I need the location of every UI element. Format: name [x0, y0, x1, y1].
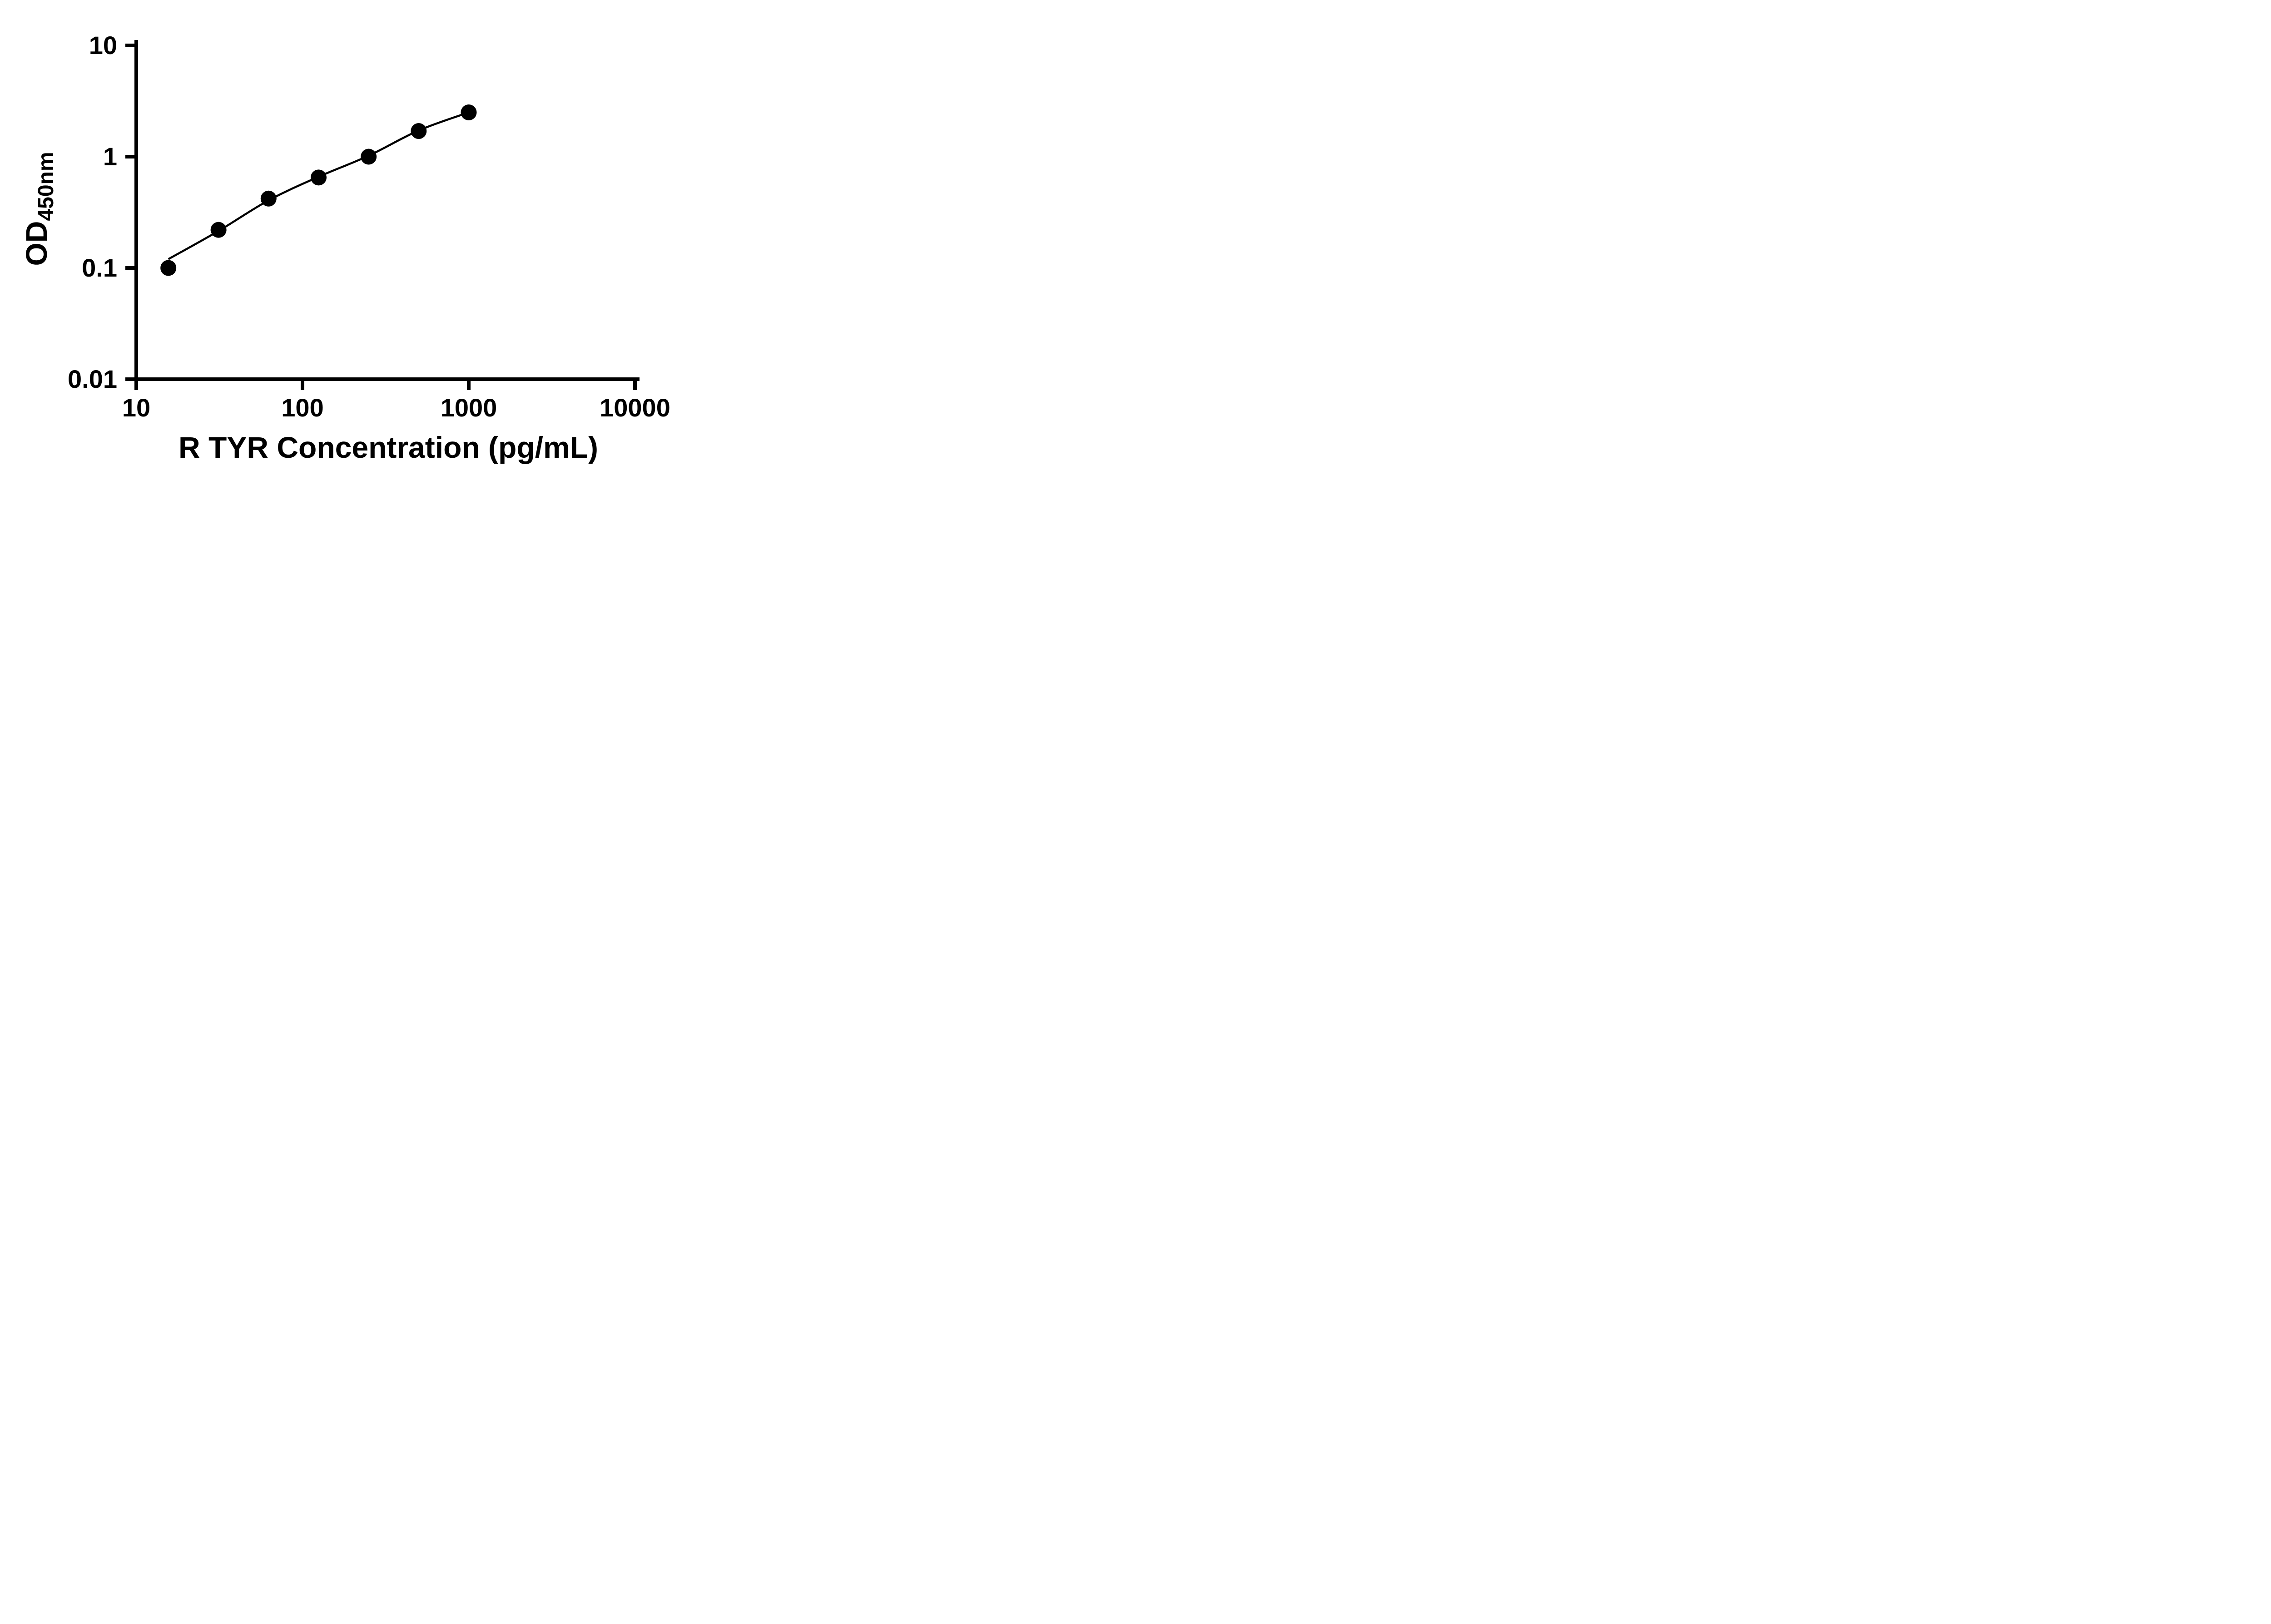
y-tick-label: 0.01 [68, 365, 117, 393]
data-point [361, 149, 377, 165]
x-axis-title: R TYR Concentration (pg/mL) [179, 431, 598, 464]
data-point [461, 104, 477, 121]
x-tick-label: 10 [122, 393, 150, 422]
chart-svg: 10 100 1000 10000 0.01 0.1 1 10 R TYR Concentra… [20, 31, 670, 464]
y-axis-title-sub: 450nm [34, 152, 58, 221]
data-point [210, 222, 227, 238]
data-point [411, 123, 427, 139]
x-tick-label: 100 [281, 393, 323, 422]
data-point [260, 190, 277, 207]
x-tick-label: 1000 [441, 393, 497, 422]
y-tick-label: 10 [89, 31, 117, 59]
x-tick-label: 10000 [600, 393, 670, 422]
plot-area: 10 100 1000 10000 0.01 0.1 1 10 [68, 31, 670, 422]
elisa-standard-curve-figure: 10 100 1000 10000 0.01 0.1 1 10 R TYR Concentra… [0, 0, 700, 487]
data-point [160, 260, 177, 276]
y-axis-title-main: OD [20, 221, 53, 266]
y-tick-label: 1 [103, 142, 117, 171]
axis-spine [134, 40, 640, 381]
y-tick-label: 0.1 [82, 253, 117, 282]
data-point [310, 169, 327, 186]
y-axis-title: OD450nm [20, 152, 58, 266]
